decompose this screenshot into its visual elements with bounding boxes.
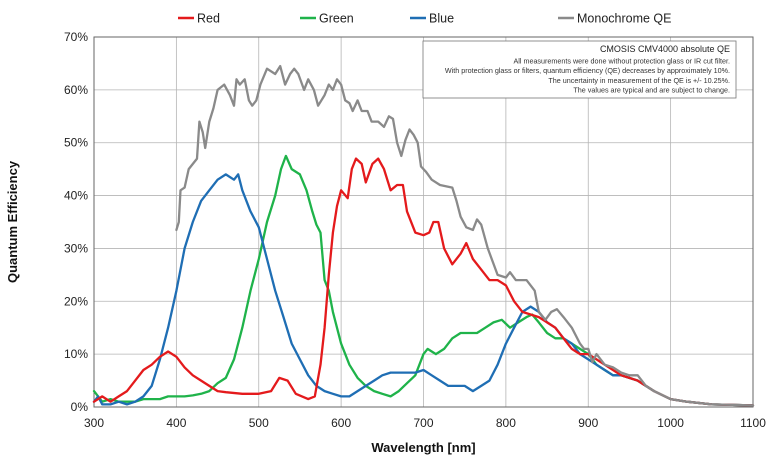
- annotation-frame: [422, 40, 737, 99]
- annotation-line: All measurements were done without prote…: [513, 57, 730, 66]
- annotation-line: The uncertainty in measurement of the QE…: [548, 76, 730, 85]
- x-tick-label: 1100: [740, 416, 766, 430]
- chart-annotation-box: CMOSIS CMV4000 absolute QE All measuremen…: [422, 40, 737, 99]
- chart-legend: Red Green Blue Monochrome QE: [178, 12, 671, 26]
- y-axis-label: Quantum Efficiency: [5, 160, 20, 283]
- legend-label: Monochrome QE: [577, 12, 671, 26]
- axis-ticks: 300 400 500 600 700 800 900 1000 1100 0% 10% 20% 30%…: [64, 30, 766, 430]
- series-line-red: [92, 157, 755, 407]
- y-tick-label: 60%: [64, 83, 88, 97]
- annotation-line: With protection glass or filters, quantu…: [445, 66, 730, 75]
- x-axis-label: Wavelength [nm]: [371, 440, 475, 455]
- y-tick-label: 40%: [64, 189, 88, 203]
- x-tick-label: 900: [578, 416, 598, 430]
- annotation-line: The values are typical and are subject t…: [573, 86, 730, 95]
- legend-label: Green: [319, 12, 354, 26]
- legend-label: Blue: [429, 12, 454, 26]
- series-line-monochrome-qe: [175, 64, 755, 407]
- annotation-title: CMOSIS CMV4000 absolute QE: [600, 44, 730, 54]
- series-layer: [92, 64, 755, 407]
- series-line-blue: [92, 173, 755, 407]
- y-tick-label: 70%: [64, 30, 88, 44]
- x-tick-label: 800: [496, 416, 516, 430]
- x-tick-label: 600: [331, 416, 351, 430]
- series-line-green: [92, 154, 755, 407]
- x-tick-label: 1000: [657, 416, 684, 430]
- legend-label: Red: [197, 12, 220, 26]
- y-tick-label: 0%: [71, 400, 89, 414]
- x-tick-label: 700: [413, 416, 433, 430]
- x-tick-label: 300: [84, 416, 104, 430]
- y-tick-label: 20%: [64, 294, 88, 308]
- y-tick-label: 10%: [64, 347, 88, 361]
- y-tick-label: 30%: [64, 241, 88, 255]
- x-tick-label: 500: [249, 416, 269, 430]
- y-tick-label: 50%: [64, 136, 88, 150]
- x-tick-label: 400: [166, 416, 186, 430]
- plot-area: [93, 36, 754, 408]
